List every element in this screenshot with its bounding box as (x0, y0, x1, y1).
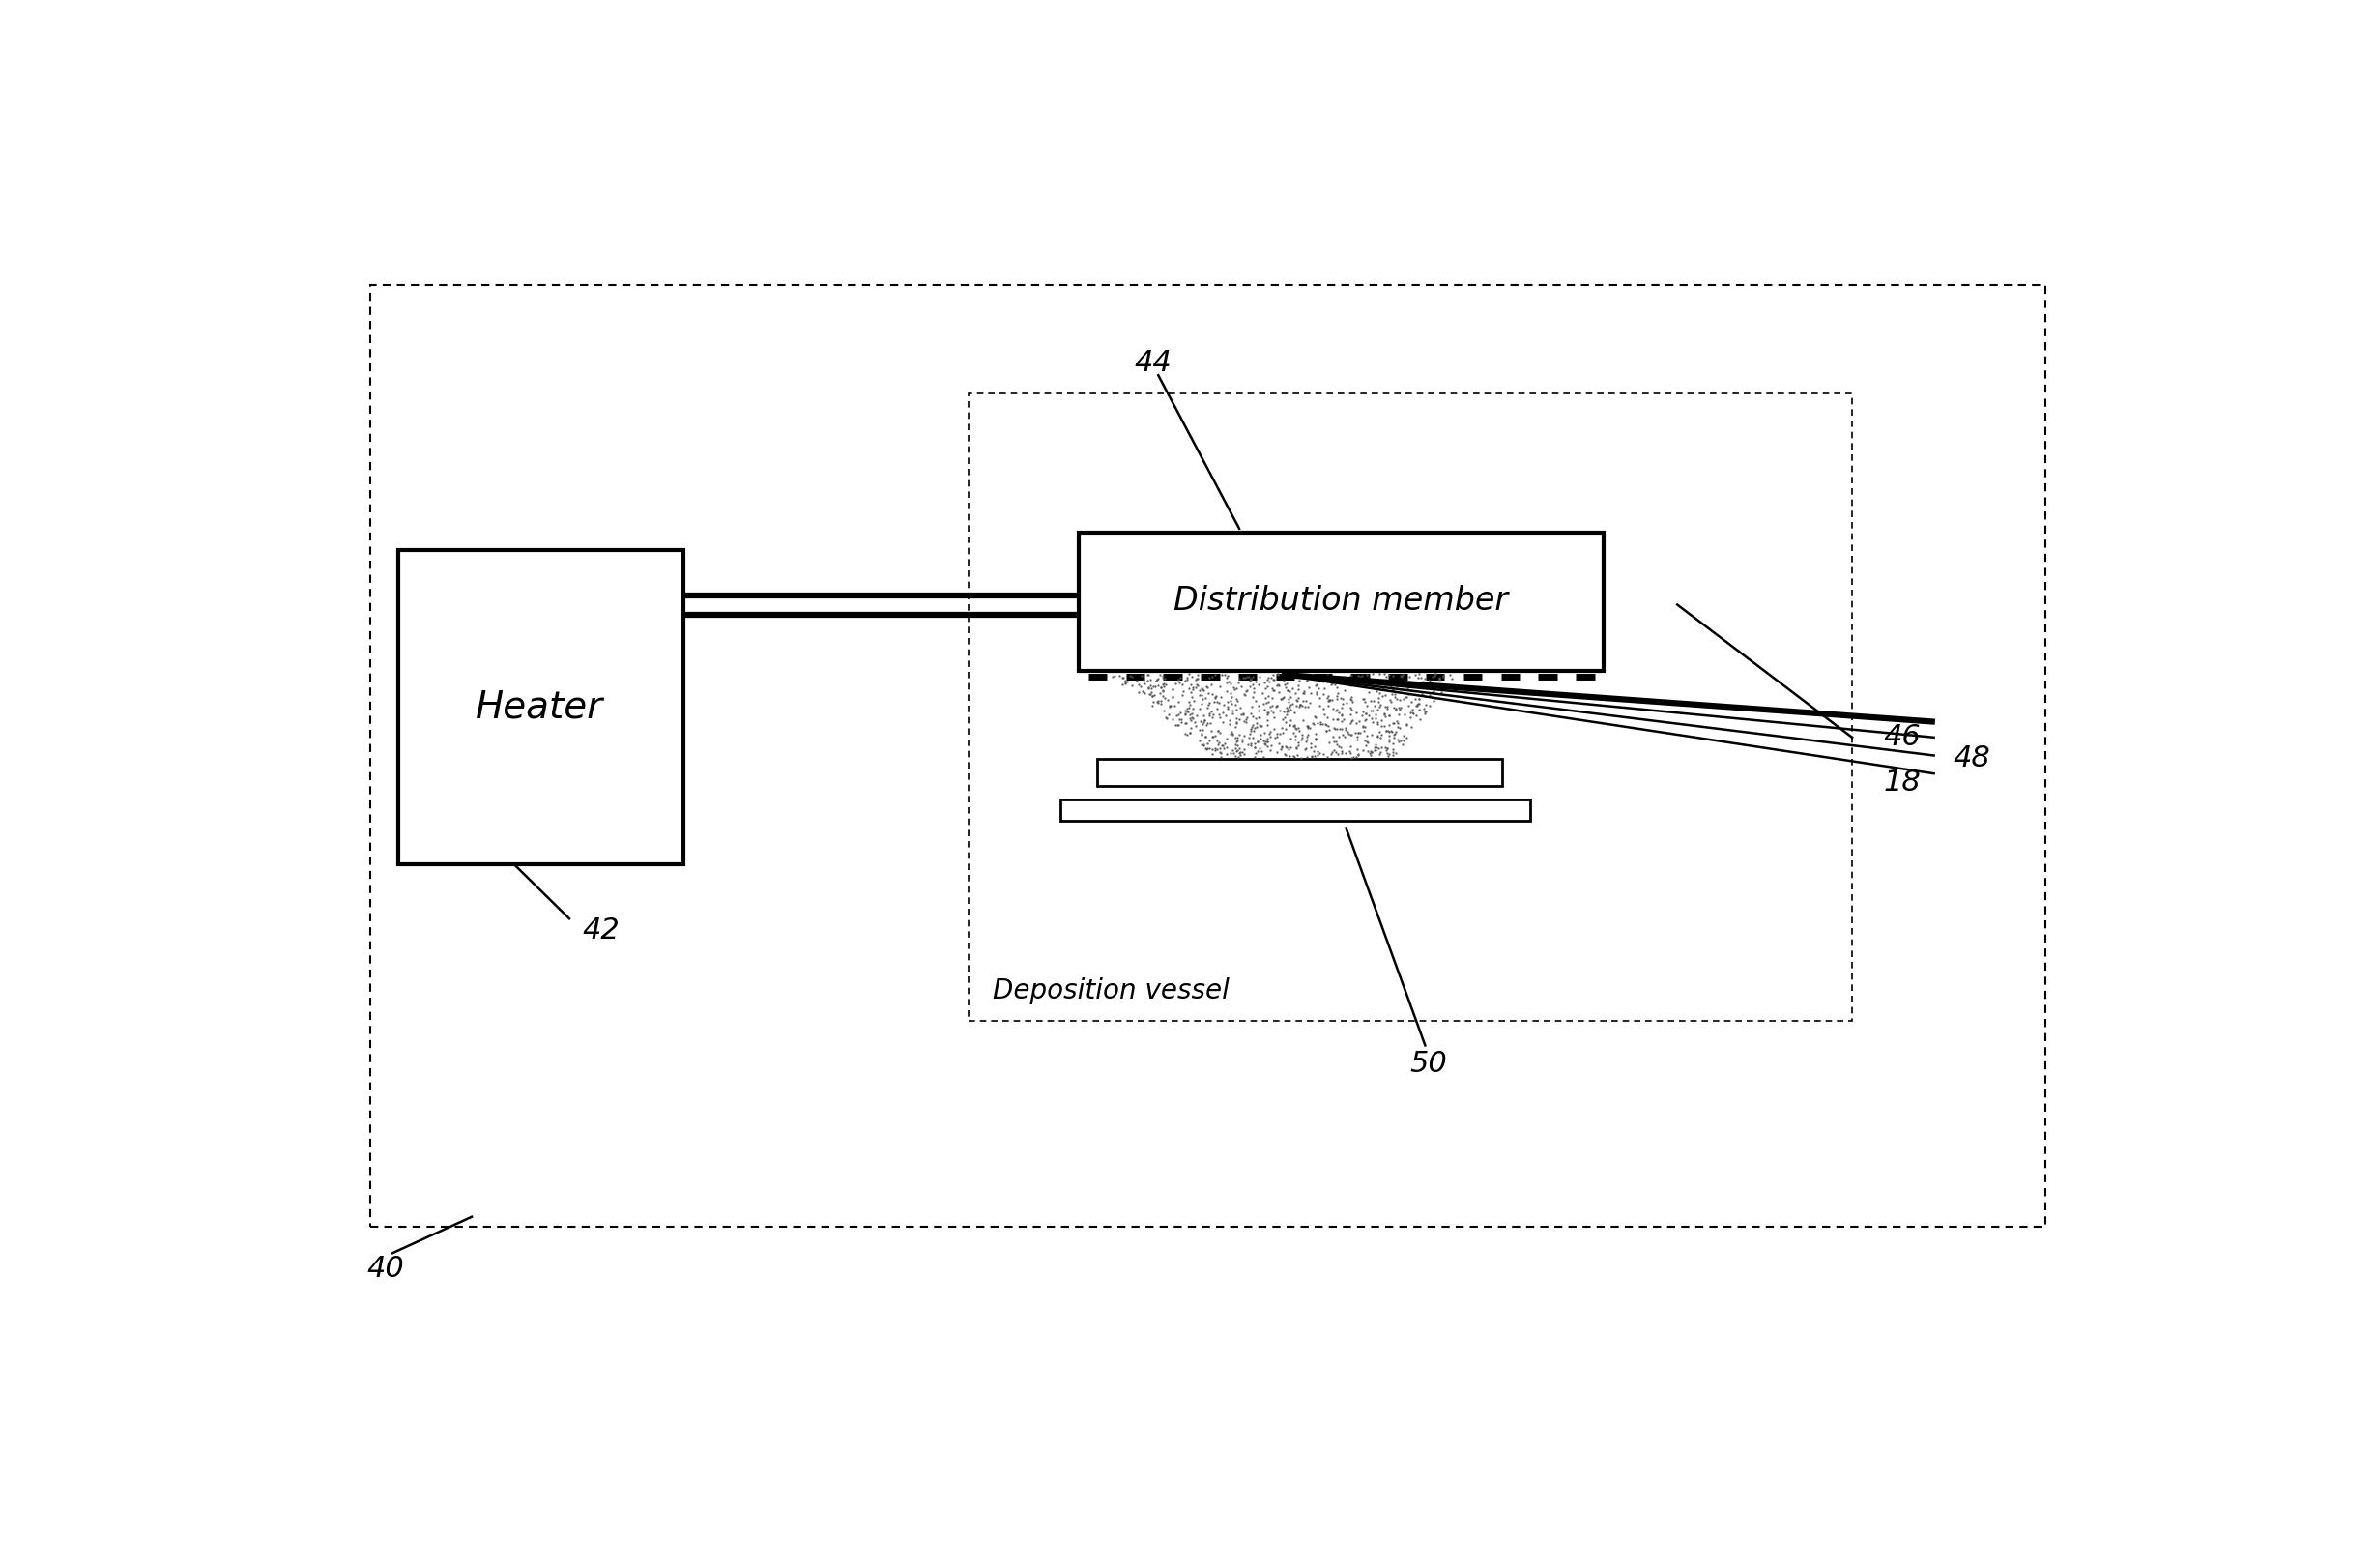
Text: 50: 50 (1411, 1049, 1449, 1077)
Bar (1078, 532, 1603, 671)
Bar (1097, 759, 1503, 786)
Bar (969, 394, 1853, 1021)
Bar (1062, 800, 1530, 820)
Text: Distribution member: Distribution member (1173, 585, 1508, 618)
Text: Heater: Heater (475, 688, 603, 726)
Text: 18: 18 (1883, 768, 1921, 797)
Bar (370, 285, 2045, 1226)
Bar (399, 550, 684, 864)
Text: 42: 42 (582, 917, 620, 944)
Text: 46: 46 (1883, 723, 1921, 751)
Text: 40: 40 (366, 1254, 404, 1283)
Text: 48: 48 (1952, 745, 1990, 771)
Text: 44: 44 (1133, 350, 1171, 378)
Text: Deposition vessel: Deposition vessel (993, 977, 1230, 1005)
